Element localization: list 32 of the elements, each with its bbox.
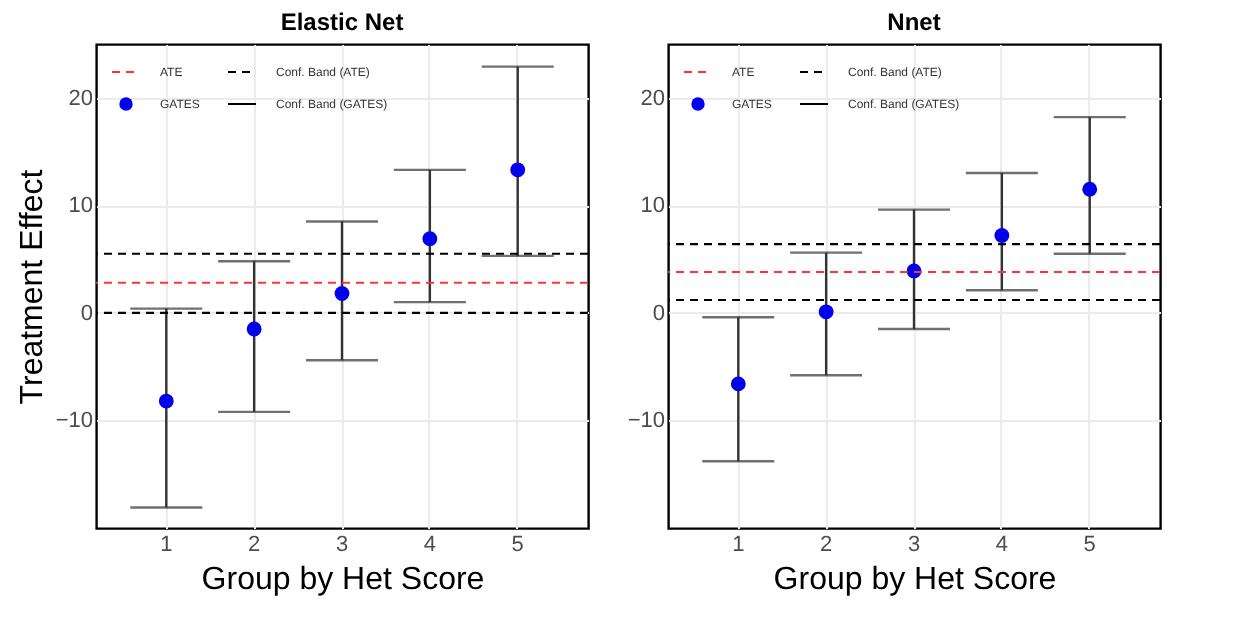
x-tick-label: 5 <box>1083 533 1096 557</box>
x-tick-label: 4 <box>423 533 436 557</box>
x-axis-title: Group by Het Score <box>201 563 485 597</box>
x-tick-label: 3 <box>907 533 921 557</box>
y-tick-label: 20 <box>640 86 665 111</box>
point <box>510 162 526 178</box>
point <box>1082 181 1098 197</box>
point <box>994 228 1010 243</box>
chart-title: Elastic Net <box>280 8 404 36</box>
y-tick-label: 0 <box>80 301 93 326</box>
point <box>730 376 746 392</box>
x-tick-label: 5 <box>511 533 524 557</box>
x-axis-title: Group by Het Score <box>773 563 1057 597</box>
y-tick-label: 20 <box>68 86 93 111</box>
point <box>158 393 174 409</box>
point <box>246 321 262 337</box>
y-tick-label: 10 <box>640 194 665 219</box>
point <box>818 304 834 320</box>
y-axis-title: Treatment Effect <box>15 168 50 405</box>
y-tick-label: −10 <box>627 409 665 434</box>
chart-title: Nnet <box>887 8 941 36</box>
x-tick-label: 3 <box>335 533 349 557</box>
x-tick-label: 1 <box>160 533 173 557</box>
y-tick-label: −10 <box>55 409 93 434</box>
x-tick-label: 1 <box>732 533 745 557</box>
y-tick-label: 0 <box>652 301 665 326</box>
y-tick-label: 10 <box>68 194 93 219</box>
x-tick-label: 2 <box>248 533 261 557</box>
point <box>422 231 438 247</box>
point <box>334 286 350 301</box>
x-tick-label: 4 <box>995 533 1008 557</box>
x-tick-label: 2 <box>820 533 833 557</box>
